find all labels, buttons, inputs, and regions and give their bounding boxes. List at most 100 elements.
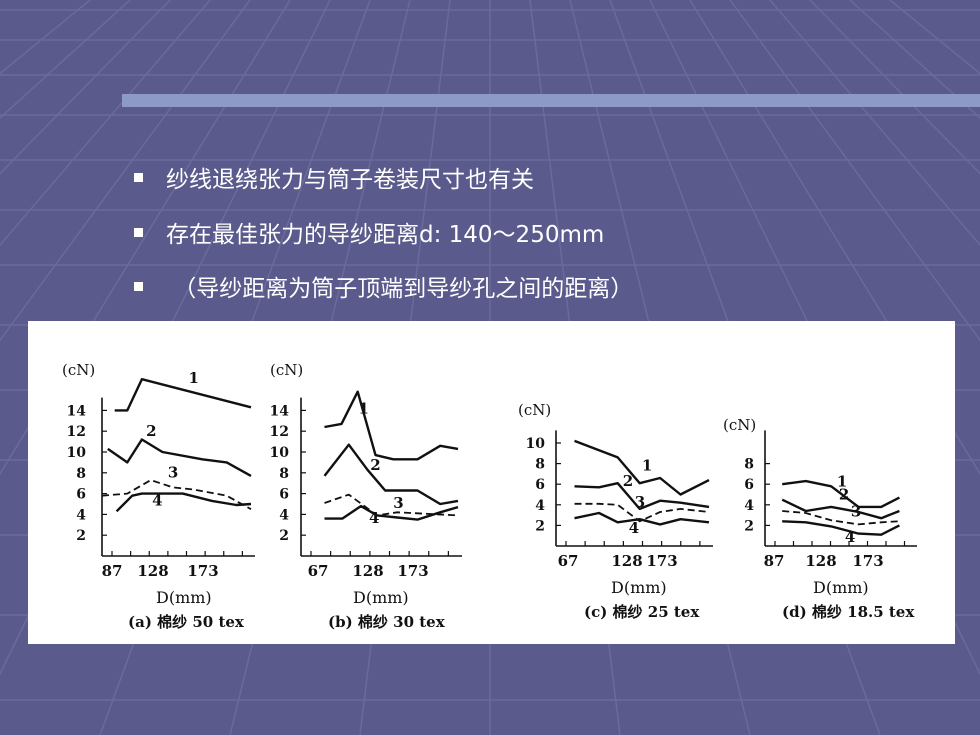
series-label-4: 4 [152,492,162,510]
series-label-3: 3 [168,464,178,482]
y-tick-label: 4 [279,507,289,523]
x-tick-label: 67 [308,562,329,580]
y-tick-label: 6 [279,487,289,503]
y-tick-label: 2 [535,518,545,534]
series-label-2: 2 [146,422,156,440]
y-axis-label: (cN) [518,401,551,419]
x-tick-label: 87 [764,552,785,570]
series-label-3: 3 [851,502,861,520]
chart-caption: (d) 棉纱 18.5 tex [782,603,915,621]
series-label-2: 2 [839,485,849,503]
y-tick-label: 8 [76,466,86,482]
chart-caption: (a) 棉纱 50 tex [128,613,245,631]
grid-line [0,0,251,342]
y-tick-label: 4 [76,507,86,523]
y-tick-label: 12 [270,424,289,440]
series-label-1: 1 [359,399,369,417]
title-accent-bar [122,94,980,107]
y-tick-label: 14 [270,403,290,419]
grid-line [809,0,980,175]
series-label-1: 1 [188,369,198,387]
x-tick-label: 173 [187,562,218,580]
y-tick-label: 6 [535,477,545,493]
series-label-1: 1 [642,457,652,475]
series-line-2 [574,481,710,511]
chart-caption: (b) 棉纱 30 tex [328,613,446,631]
bullet-text: 存在最佳张力的导纱距离d: 140～250mm [166,222,605,248]
series-line-1 [782,479,900,509]
series-line-3 [574,502,710,523]
x-tick-label: 173 [646,552,677,570]
x-tick-label: 87 [102,562,123,580]
series-line-2 [107,438,252,477]
y-axis-label: (cN) [723,416,756,434]
series-label-3: 3 [635,493,645,511]
x-tick-label: 173 [397,562,428,580]
series-line-4 [574,511,710,526]
y-axis-label: (cN) [270,361,303,379]
bullet-item: 存在最佳张力的导纱距离d: 140～250mm [134,215,604,249]
series-line-2 [781,498,900,520]
x-tick-label: 128 [611,552,642,570]
grid-line [0,0,171,175]
y-tick-label: 8 [535,457,545,473]
chart-caption: (c) 棉纱 25 tex [584,603,700,621]
series-label-2: 2 [370,456,380,474]
series-line-3 [782,510,900,526]
grid-line [0,0,211,247]
series-line-1 [114,378,252,412]
x-tick-label: 128 [137,562,168,580]
series-line-2 [323,443,459,506]
y-tick-label: 12 [67,424,86,440]
y-tick-label: 14 [67,403,87,419]
series-label-4: 4 [369,509,379,527]
series-label-2: 2 [623,472,633,490]
y-tick-label: 2 [744,518,754,534]
bullet-square-icon [134,228,143,237]
series-label-3: 3 [393,494,403,512]
series-label-4: 4 [629,519,639,537]
y-tick-label: 10 [526,436,546,452]
y-tick-label: 10 [67,445,87,461]
y-tick-label: 8 [744,457,754,473]
series-label-1: 1 [837,473,847,491]
series-line-1 [324,390,459,461]
bullet-square-icon [134,282,143,291]
grid-line [769,0,980,247]
x-axis-label: D(mm) [353,588,409,607]
x-tick-label: 128 [805,552,836,570]
y-tick-label: 6 [744,477,754,493]
bullet-square-icon [134,173,143,182]
y-axis-label: (cN) [62,361,95,379]
y-tick-label: 6 [76,487,86,503]
y-tick-label: 8 [279,466,289,482]
x-tick-label: 173 [852,552,883,570]
bullet-text: （导纱距离为筒子顶端到导纱孔之间的距离） [166,276,634,302]
series-label-4: 4 [845,528,855,546]
y-tick-label: 4 [535,498,545,514]
series-line-4 [324,504,459,521]
x-axis-label: D(mm) [813,578,869,597]
series-line-4 [782,520,900,536]
x-tick-label: 67 [558,552,579,570]
y-tick-label: 2 [76,528,86,544]
series-line-1 [574,439,710,496]
y-tick-label: 4 [744,498,754,514]
bullet-text: 纱线退绕张力与筒子卷装尺寸也有关 [166,167,534,193]
y-tick-label: 2 [279,528,289,544]
x-axis-label: D(mm) [611,578,667,597]
series-line-3 [101,479,252,510]
series-line-4 [115,492,252,513]
y-tick-label: 10 [270,445,290,461]
figure-panel: 14 12 10 8 6 4 2 87 128 173 (cN) D(mm) (a) 棉纱 50 tex… [28,321,955,644]
bullet-item: 纱线退绕张力与筒子卷装尺寸也有关 [134,160,534,194]
grid-line [729,0,980,342]
x-tick-label: 128 [352,562,383,580]
x-axis-label: D(mm) [156,588,212,607]
bullet-item: （导纱距离为筒子顶端到导纱孔之间的距离） [134,269,633,303]
